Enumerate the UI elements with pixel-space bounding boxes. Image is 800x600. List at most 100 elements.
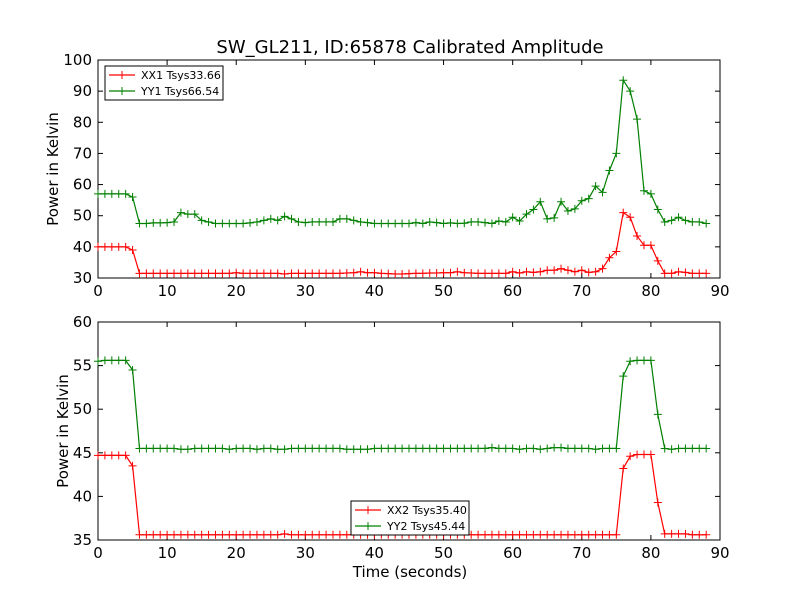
data-point (170, 269, 179, 278)
data-point (646, 450, 655, 459)
data-point (688, 217, 697, 226)
data-point (128, 365, 137, 374)
data-point (702, 219, 711, 228)
data-point (391, 444, 400, 453)
legend-marker (364, 506, 372, 514)
data-point (612, 247, 621, 256)
data-point (695, 530, 704, 539)
data-point (218, 444, 227, 453)
data-point (501, 269, 510, 278)
data-point (252, 445, 261, 454)
data-point (335, 530, 344, 539)
data-point (183, 210, 192, 219)
data-point (688, 530, 697, 539)
data-point (626, 87, 635, 96)
data-point (619, 372, 628, 381)
data-point (114, 242, 123, 251)
data-point (667, 216, 676, 225)
data-point (211, 269, 220, 278)
data-point (653, 256, 662, 265)
data-point (446, 218, 455, 227)
data-point (411, 218, 420, 227)
data-point (695, 217, 704, 226)
data-point (259, 444, 268, 453)
x-tick-label: 30 (296, 282, 315, 300)
y-tick-label: 80 (73, 113, 92, 131)
data-point (114, 189, 123, 198)
data-point (107, 189, 116, 198)
data-point (246, 218, 255, 227)
data-point (356, 217, 365, 226)
data-point (349, 268, 358, 277)
data-point (294, 530, 303, 539)
legend-marker (364, 522, 372, 530)
data-point (259, 530, 268, 539)
data-point (612, 530, 621, 539)
data-point (660, 529, 669, 538)
data-point (239, 219, 248, 228)
data-point (370, 219, 379, 228)
data-point (107, 356, 116, 365)
data-point (501, 530, 510, 539)
data-point (543, 444, 552, 453)
data-point (432, 218, 441, 227)
data-point (439, 219, 448, 228)
data-point (280, 445, 289, 454)
data-point (460, 268, 469, 277)
data-point (287, 530, 296, 539)
x-tick-label: 50 (434, 544, 453, 562)
data-point (335, 269, 344, 278)
data-point (418, 219, 427, 228)
x-tick-label: 30 (296, 544, 315, 562)
data-point (536, 530, 545, 539)
data-point (170, 530, 179, 539)
data-point (522, 210, 531, 219)
data-point (605, 253, 614, 262)
data-point (481, 444, 490, 453)
data-point (170, 444, 179, 453)
data-point (591, 182, 600, 191)
data-point (563, 444, 572, 453)
legend-label: XX2 Tsys35.40 (387, 504, 467, 517)
data-point (204, 269, 213, 278)
data-point (563, 530, 572, 539)
data-point (94, 242, 102, 251)
data-point (467, 444, 476, 453)
data-point (501, 217, 510, 226)
data-point (377, 444, 386, 453)
data-point (439, 268, 448, 277)
x-tick-label: 40 (365, 544, 384, 562)
data-point (301, 444, 310, 453)
data-point (405, 219, 413, 228)
data-point (550, 443, 559, 452)
legend-marker (118, 71, 126, 79)
data-point (391, 219, 400, 228)
data-point (570, 444, 579, 453)
data-point (218, 269, 227, 278)
x-tick-label: 40 (365, 282, 384, 300)
data-point (646, 356, 655, 365)
data-point (308, 444, 317, 453)
data-point (660, 269, 669, 278)
data-point (439, 444, 448, 453)
data-point (681, 444, 690, 453)
data-point (425, 444, 434, 453)
data-point (197, 216, 206, 225)
legend-label: YY2 Tsys45.44 (386, 520, 465, 533)
data-point (639, 241, 648, 250)
data-point (322, 269, 331, 278)
data-point (460, 219, 469, 228)
data-point (515, 269, 524, 278)
y-tick-label: 40 (73, 487, 92, 505)
x-axis-label: Time (seconds) (352, 563, 468, 581)
x-tick-label: 90 (710, 544, 729, 562)
data-point (280, 212, 289, 221)
data-point (197, 269, 206, 278)
data-point (197, 444, 206, 453)
data-point (577, 444, 586, 453)
data-point (301, 269, 310, 278)
data-point (626, 357, 635, 366)
data-point (563, 266, 572, 275)
x-tick-label: 80 (641, 544, 660, 562)
